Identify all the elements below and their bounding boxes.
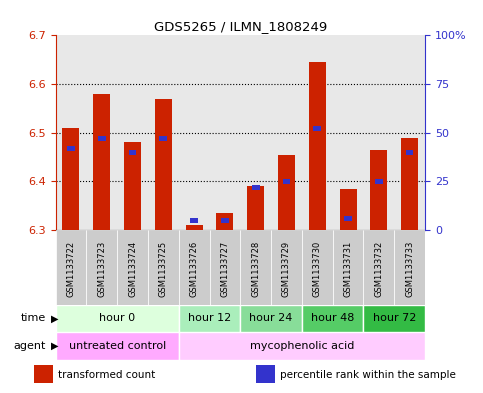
Bar [179,230,210,305]
Text: GSM1133723: GSM1133723 [97,241,106,298]
Text: GSM1133722: GSM1133722 [67,241,75,297]
Bar [364,230,394,305]
Bar [117,230,148,305]
Bar [190,218,198,222]
Bar [364,305,425,332]
Text: mycophenolic acid: mycophenolic acid [250,341,354,351]
Bar [283,179,290,184]
Bar [98,136,106,141]
Text: GSM1133732: GSM1133732 [374,241,384,298]
Bar [86,230,117,305]
Text: GSM1133724: GSM1133724 [128,241,137,297]
Bar [155,99,172,230]
Text: GSM1133730: GSM1133730 [313,241,322,298]
Text: GSM1133729: GSM1133729 [282,241,291,297]
Bar [62,128,79,230]
Bar [344,216,352,220]
Bar [340,189,356,230]
Text: GSM1133725: GSM1133725 [159,241,168,297]
Bar [210,230,240,305]
Text: ▶: ▶ [51,341,58,351]
Bar [179,332,425,360]
Text: GSM1133726: GSM1133726 [190,241,199,298]
Text: hour 12: hour 12 [188,313,231,323]
Bar [56,305,179,332]
Bar [406,150,413,154]
Bar [128,150,136,154]
Bar [148,230,179,305]
Text: agent: agent [14,341,46,351]
Bar [179,305,240,332]
Bar [221,218,229,222]
Bar [185,225,202,230]
Bar [216,213,233,230]
Bar [271,230,302,305]
Bar [56,332,179,360]
Bar [401,138,418,230]
Bar [394,230,425,305]
Text: time: time [21,313,46,323]
Text: GSM1133733: GSM1133733 [405,241,414,298]
Bar [313,126,321,131]
Bar [302,230,333,305]
Bar [67,146,75,151]
Bar [333,230,364,305]
Bar [56,230,86,305]
Text: ▶: ▶ [51,313,58,323]
Text: transformed count: transformed count [58,369,155,380]
Bar [124,142,141,230]
Bar [93,94,110,230]
Bar [278,154,295,230]
Text: GSM1133731: GSM1133731 [343,241,353,298]
Bar [159,136,167,141]
Bar [370,150,387,230]
Bar [302,305,364,332]
Text: untreated control: untreated control [69,341,166,351]
Bar [240,230,271,305]
Bar [240,305,302,332]
Text: hour 48: hour 48 [311,313,355,323]
Bar [247,186,264,230]
Bar [309,62,326,230]
Text: percentile rank within the sample: percentile rank within the sample [280,369,456,380]
Text: hour 24: hour 24 [249,313,293,323]
Text: GSM1133727: GSM1133727 [220,241,229,298]
Bar [252,185,259,189]
Text: GSM1133728: GSM1133728 [251,241,260,298]
Text: hour 0: hour 0 [99,313,135,323]
Title: GDS5265 / ILMN_1808249: GDS5265 / ILMN_1808249 [154,20,327,33]
Bar [375,179,383,184]
Text: hour 72: hour 72 [372,313,416,323]
